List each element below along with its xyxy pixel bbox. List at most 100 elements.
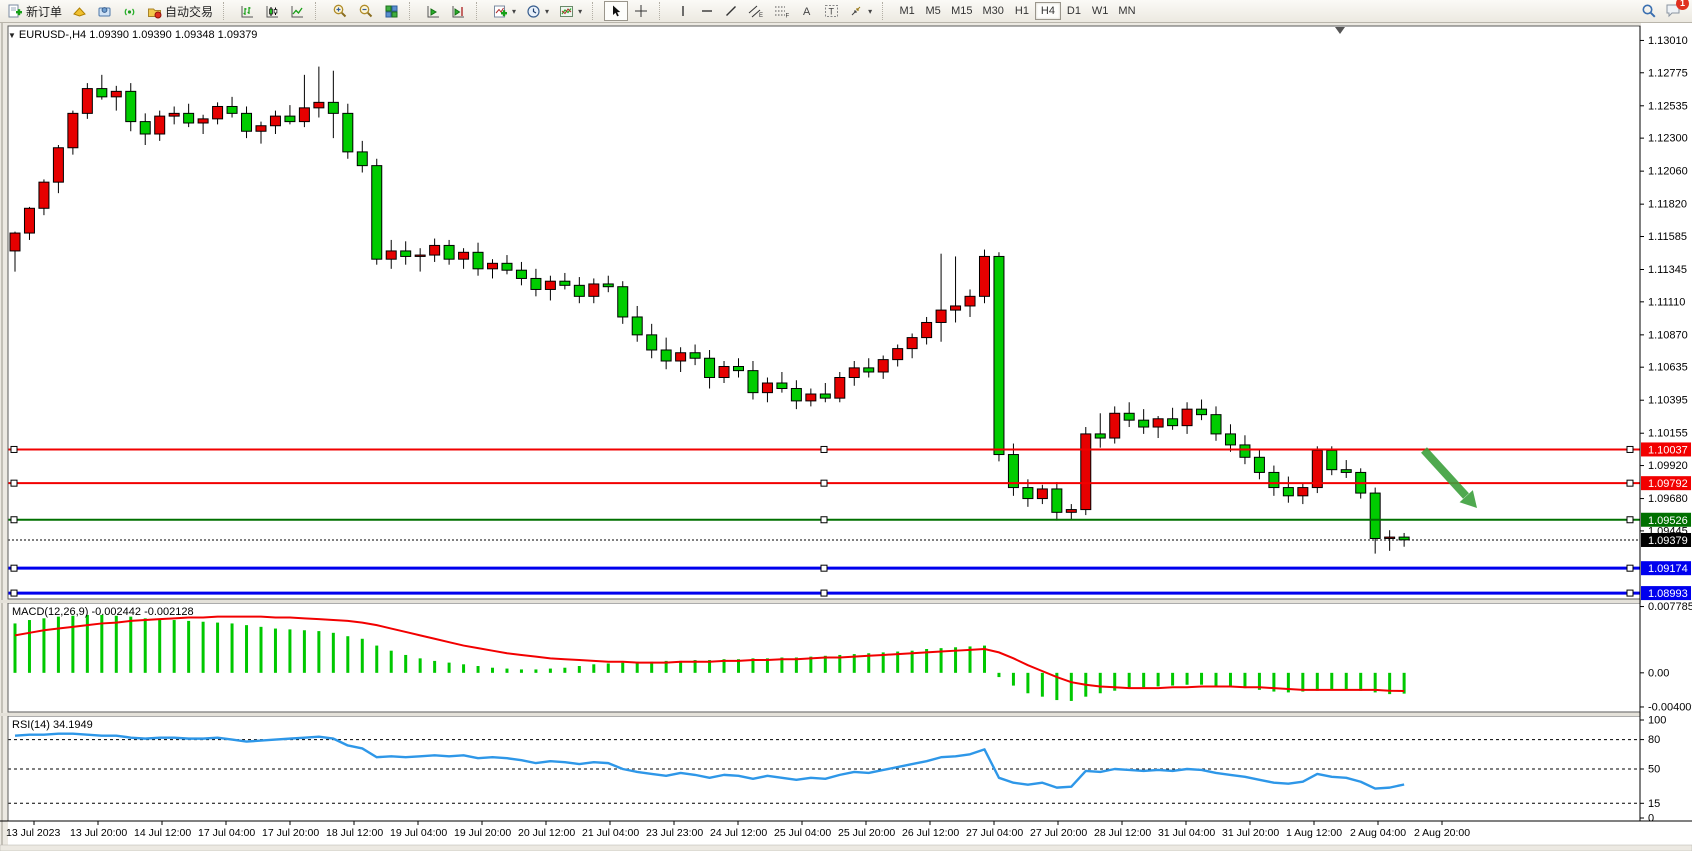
hline-objects bbox=[8, 445, 1640, 597]
hline-1.09526[interactable] bbox=[8, 516, 1640, 524]
fibonacci-button[interactable]: F bbox=[769, 1, 795, 21]
trendline-button[interactable] bbox=[719, 1, 743, 21]
candle-body bbox=[38, 181, 50, 209]
signal-button[interactable] bbox=[117, 1, 142, 21]
bar-chart-button[interactable] bbox=[235, 1, 260, 21]
zoom-out-button[interactable] bbox=[353, 1, 379, 21]
horizontal-line-button[interactable] bbox=[695, 1, 719, 21]
chart-canvas[interactable]: 1.13010 1.12775 1.12535 1.12300 1.12060 1.118… bbox=[0, 23, 1692, 851]
hline-1.10037[interactable] bbox=[8, 445, 1640, 453]
metaeditor-button[interactable] bbox=[67, 1, 92, 21]
hline-handle[interactable] bbox=[10, 589, 18, 597]
hline-handle[interactable] bbox=[10, 445, 18, 453]
hline-handle[interactable] bbox=[1626, 564, 1634, 572]
time-tick-label[interactable]: 24 Jul 12:00 bbox=[710, 827, 767, 839]
timeframe-d1-button[interactable]: D1 bbox=[1061, 2, 1087, 20]
arrows-tool-button[interactable]: ▾ bbox=[844, 1, 877, 21]
timeframe-m15-button[interactable]: M15 bbox=[946, 2, 977, 20]
time-tick-label[interactable]: 28 Jul 12:00 bbox=[1094, 827, 1151, 839]
autotrading-button[interactable]: 自动交易 bbox=[142, 1, 218, 21]
time-tick-label[interactable]: 26 Jul 12:00 bbox=[902, 827, 959, 839]
equidistant-channel-button[interactable]: E bbox=[743, 1, 769, 21]
candle-body bbox=[1253, 456, 1265, 473]
time-tick-label[interactable]: 2 Aug 04:00 bbox=[1350, 827, 1406, 839]
strategy-tester-button[interactable] bbox=[92, 1, 117, 21]
price-tick-label: 1.09920 bbox=[1648, 460, 1688, 472]
templates-button[interactable]: ▾ bbox=[554, 1, 587, 21]
time-tick-label[interactable]: 19 Jul 20:00 bbox=[454, 827, 511, 839]
candle-body bbox=[747, 370, 759, 394]
timeframe-m1-button[interactable]: M1 bbox=[894, 2, 920, 20]
time-tick-label[interactable]: 17 Jul 04:00 bbox=[198, 827, 255, 839]
hline-handle[interactable] bbox=[820, 479, 828, 487]
time-tick-label[interactable]: 21 Jul 04:00 bbox=[582, 827, 639, 839]
hline-handle[interactable] bbox=[1626, 479, 1634, 487]
trend-arrow-annotation[interactable] bbox=[1421, 447, 1477, 508]
hline-handle[interactable] bbox=[1626, 589, 1634, 597]
hline-handle[interactable] bbox=[1626, 445, 1634, 453]
time-tick-label[interactable]: 13 Jul 2023 bbox=[6, 827, 60, 839]
line-chart-button[interactable] bbox=[285, 1, 310, 21]
timeframe-h4-button[interactable]: H4 bbox=[1034, 2, 1061, 20]
hline-handle[interactable] bbox=[1626, 516, 1634, 524]
chart-window: 1.13010 1.12775 1.12535 1.12300 1.12060 1.118… bbox=[0, 23, 1692, 851]
candle-body bbox=[935, 309, 947, 323]
search-icon[interactable] bbox=[1641, 3, 1657, 19]
candlestick-chart-button[interactable] bbox=[260, 1, 285, 21]
hline-handle[interactable] bbox=[10, 479, 18, 487]
time-tick-label[interactable]: 14 Jul 12:00 bbox=[134, 827, 191, 839]
periods-button[interactable]: ▾ bbox=[521, 1, 554, 21]
candle-body bbox=[501, 262, 513, 271]
time-tick-label[interactable]: 31 Jul 20:00 bbox=[1222, 827, 1279, 839]
candle-body bbox=[733, 365, 744, 372]
hline-label-box bbox=[1641, 586, 1691, 601]
auto-scroll-button[interactable] bbox=[421, 1, 446, 21]
time-tick-label[interactable]: 1 Aug 12:00 bbox=[1286, 827, 1342, 839]
hline-handle[interactable] bbox=[820, 589, 828, 597]
chat-button[interactable]: 1 bbox=[1665, 0, 1689, 21]
pane-separator[interactable] bbox=[0, 713, 1692, 716]
chart-context-triangle-icon[interactable]: ▼ bbox=[8, 31, 16, 40]
tile-windows-button[interactable] bbox=[379, 1, 404, 21]
time-tick-label[interactable]: 23 Jul 23:00 bbox=[646, 827, 703, 839]
time-tick-label[interactable]: 17 Jul 20:00 bbox=[262, 827, 319, 839]
pane-separator[interactable] bbox=[0, 600, 1692, 603]
time-tick-label[interactable]: 25 Jul 04:00 bbox=[774, 827, 831, 839]
time-tick-label[interactable]: 27 Jul 20:00 bbox=[1030, 827, 1087, 839]
hline-handle[interactable] bbox=[10, 516, 18, 524]
candle-body bbox=[921, 321, 933, 339]
time-tick-label[interactable]: 31 Jul 04:00 bbox=[1158, 827, 1215, 839]
hline-1.09792[interactable] bbox=[8, 479, 1640, 487]
hline-handle[interactable] bbox=[820, 564, 828, 572]
hline-handle[interactable] bbox=[10, 564, 18, 572]
candle-body bbox=[414, 254, 426, 257]
time-tick-label[interactable]: 18 Jul 12:00 bbox=[326, 827, 383, 839]
zoom-in-button[interactable] bbox=[327, 1, 353, 21]
time-tick-label[interactable]: 25 Jul 20:00 bbox=[838, 827, 895, 839]
timeframe-w1-button[interactable]: W1 bbox=[1087, 2, 1114, 20]
chart-shift-marker-icon[interactable] bbox=[1335, 27, 1345, 34]
hline-1.08993[interactable] bbox=[8, 589, 1640, 597]
time-tick-label[interactable]: 19 Jul 04:00 bbox=[390, 827, 447, 839]
new-order-button[interactable]: 新订单 bbox=[3, 1, 67, 21]
time-tick-label[interactable]: 13 Jul 20:00 bbox=[70, 827, 127, 839]
crosshair-button[interactable] bbox=[628, 1, 654, 21]
text-button[interactable]: A bbox=[795, 1, 819, 21]
timeframe-h1-button[interactable]: H1 bbox=[1009, 2, 1035, 20]
hline-handle[interactable] bbox=[820, 516, 828, 524]
time-tick-label[interactable]: 27 Jul 04:00 bbox=[966, 827, 1023, 839]
timeframe-mn-button[interactable]: MN bbox=[1113, 2, 1140, 20]
cursor-button[interactable] bbox=[604, 1, 629, 21]
vertical-line-button[interactable] bbox=[671, 1, 695, 21]
svg-text:E: E bbox=[759, 13, 763, 18]
time-tick-label[interactable]: 20 Jul 12:00 bbox=[518, 827, 575, 839]
vertical-line-icon bbox=[682, 6, 684, 16]
timeframe-m30-button[interactable]: M30 bbox=[978, 2, 1009, 20]
hline-1.09174[interactable] bbox=[8, 564, 1640, 572]
chart-shift-button[interactable] bbox=[446, 1, 471, 21]
timeframe-m5-button[interactable]: M5 bbox=[920, 2, 946, 20]
indicators-button[interactable]: ▾ bbox=[488, 1, 521, 21]
text-label-button[interactable]: T bbox=[819, 1, 844, 21]
time-tick-label[interactable]: 2 Aug 20:00 bbox=[1414, 827, 1470, 839]
hline-handle[interactable] bbox=[820, 445, 828, 453]
